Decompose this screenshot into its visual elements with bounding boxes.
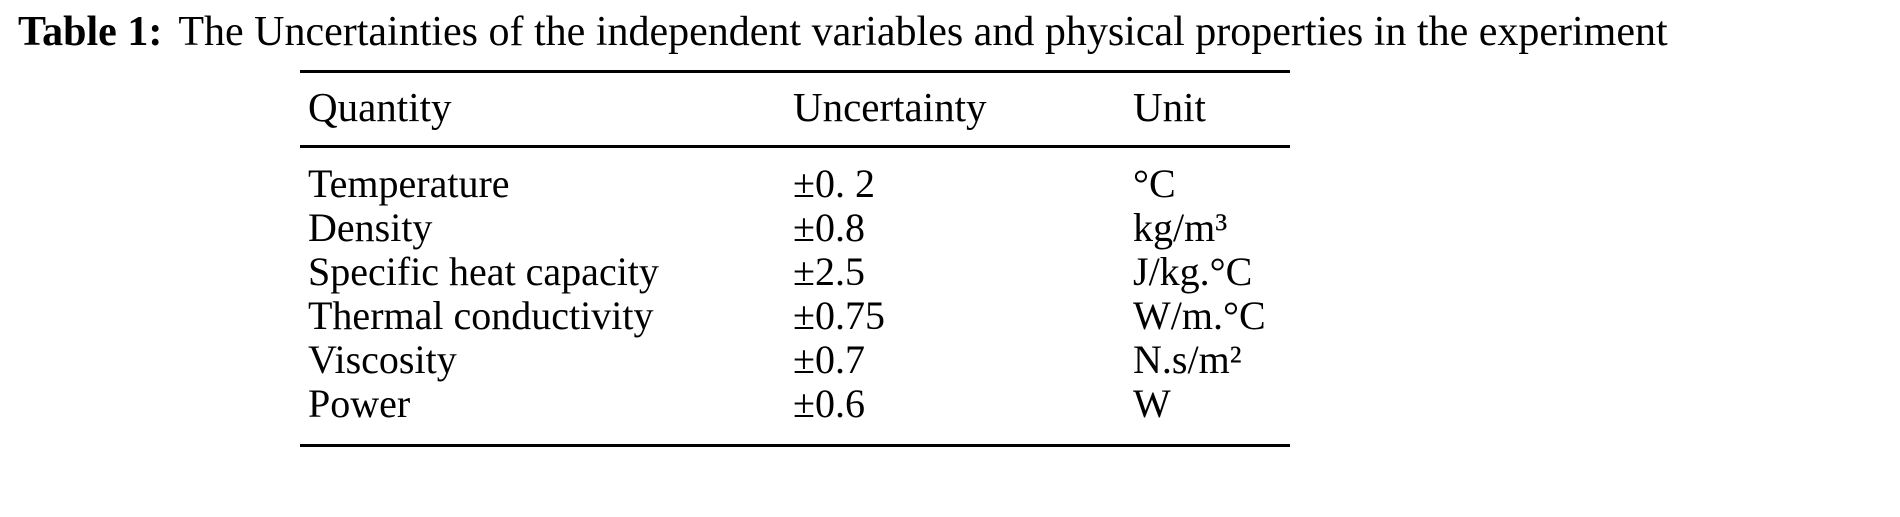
- cell-uncertainty: ±0.6: [793, 381, 865, 426]
- table-caption: Table 1: The Uncertainties of the indepen…: [0, 0, 1900, 58]
- column-header-unit: Unit: [1125, 71, 1290, 148]
- column-header-quantity: Quantity: [300, 71, 785, 148]
- cell-unit: W/m.°C: [1133, 293, 1266, 338]
- table-row: Specific heat capacity ±2.5 J/kg.°C: [300, 250, 1290, 294]
- cell-uncertainty: ±0.7: [793, 337, 865, 382]
- table-header-row: Quantity Uncertainty Unit: [300, 71, 1290, 148]
- cell-uncertainty: ±0. 2: [793, 161, 875, 206]
- table-row: Viscosity ±0.7 N.s/m²: [300, 338, 1290, 382]
- uncertainty-table: Quantity Uncertainty Unit Temperature ±0…: [300, 70, 1290, 447]
- cell-uncertainty: ±0.75: [793, 293, 885, 338]
- cell-quantity: Specific heat capacity: [308, 249, 659, 294]
- cell-unit: °C: [1133, 161, 1176, 206]
- cell-quantity: Temperature: [308, 161, 510, 206]
- cell-uncertainty: ±2.5: [793, 249, 865, 294]
- cell-uncertainty: ±0.8: [793, 205, 865, 250]
- cell-quantity: Viscosity: [308, 337, 457, 382]
- table-row: Temperature ±0. 2 °C: [300, 147, 1290, 207]
- cell-quantity: Thermal conductivity: [308, 293, 654, 338]
- cell-unit: N.s/m²: [1133, 337, 1242, 382]
- cell-quantity: Density: [308, 205, 433, 250]
- column-header-uncertainty: Uncertainty: [785, 71, 1125, 148]
- cell-unit: W: [1133, 381, 1171, 426]
- table-row: Power ±0.6 W: [300, 382, 1290, 446]
- table-caption-text: The Uncertainties of the independent var…: [178, 9, 1668, 55]
- table-caption-label: Table 1:: [18, 9, 163, 55]
- table-row: Thermal conductivity ±0.75 W/m.°C: [300, 294, 1290, 338]
- cell-unit: J/kg.°C: [1133, 249, 1253, 294]
- table-row: Density ±0.8 kg/m³: [300, 206, 1290, 250]
- cell-unit: kg/m³: [1133, 205, 1228, 250]
- paper-page: Table 1: The Uncertainties of the indepen…: [0, 0, 1900, 447]
- cell-quantity: Power: [308, 381, 411, 426]
